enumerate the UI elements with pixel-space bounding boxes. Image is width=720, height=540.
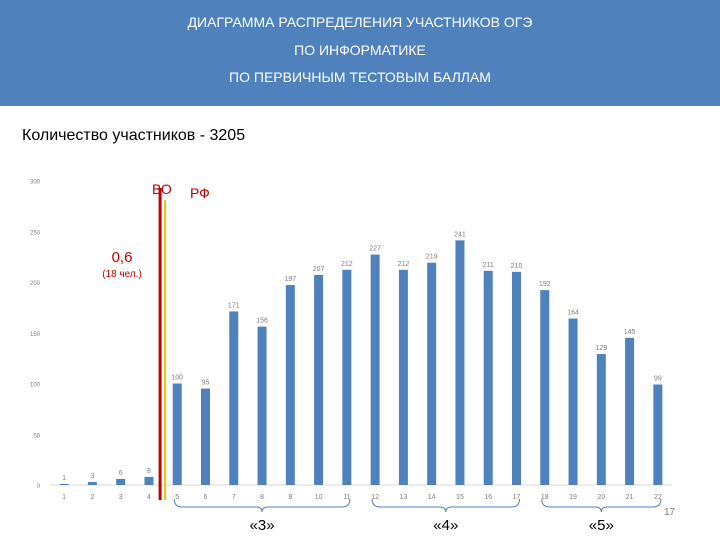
bar: [568, 318, 578, 485]
bar: [257, 326, 267, 485]
x-tick-label: 15: [456, 494, 464, 501]
grade-bracket: [173, 498, 351, 513]
bar-value-label: 197: [284, 276, 296, 283]
bar-value-label: 164: [567, 310, 579, 317]
y-tick-label: 300: [30, 180, 41, 186]
bar-value-label: 145: [624, 329, 636, 336]
bar: [512, 271, 521, 485]
bar: [229, 311, 239, 485]
title-line-3: ПО ПЕРВИЧНЫМ ТЕСТОВЫМ БАЛЛАМ: [229, 69, 491, 85]
x-tick-label: 9: [288, 494, 292, 501]
bar: [370, 254, 380, 485]
bar-value-label: 212: [398, 261, 410, 268]
bar-value-label: 156: [256, 318, 268, 325]
x-tick-label: 6: [204, 494, 208, 501]
bar-value-label: 211: [483, 262, 494, 269]
bar-value-label: 99: [654, 376, 662, 383]
y-tick-label: 100: [30, 383, 41, 389]
header-banner: ДИАГРАММА РАСПРЕДЕЛЕНИЯ УЧАСТНИКОВ ОГЭ П…: [0, 0, 720, 106]
bar-value-label: 207: [313, 266, 325, 273]
y-tick-label: 50: [33, 433, 40, 439]
rf-label: РФ: [190, 185, 210, 201]
y-tick-label: 200: [30, 281, 41, 287]
grade-bracket: [541, 498, 662, 513]
x-tick-label: 14: [428, 494, 436, 501]
bar: [87, 481, 97, 485]
bar: [455, 240, 465, 485]
y-tick-label: 250: [30, 230, 41, 236]
bar: [596, 354, 606, 485]
x-tick-label: 20: [597, 494, 605, 501]
bar-value-label: 1: [62, 475, 66, 482]
x-tick-label: 7: [232, 494, 236, 501]
bar: [172, 383, 182, 485]
x-tick-label: 21: [626, 494, 634, 501]
bar-value-label: 192: [539, 281, 551, 288]
bar: [540, 290, 550, 485]
bar-value-label: 171: [228, 302, 240, 309]
x-tick-label: 11: [343, 494, 350, 501]
x-tick-label: 1: [62, 494, 66, 501]
x-tick-label: 18: [541, 494, 549, 501]
bar: [314, 274, 324, 485]
x-tick-label: 5: [175, 494, 179, 501]
x-tick-label: 16: [484, 494, 492, 501]
x-tick-label: 22: [654, 494, 662, 501]
participants-count: Количество участников - 3205: [22, 127, 246, 144]
bar-value-label: 95: [202, 380, 210, 387]
bar-value-label: 129: [595, 345, 607, 352]
vo-label: ВО: [152, 181, 172, 197]
threshold-value-label: 0,6: [112, 249, 133, 266]
bar: [59, 483, 69, 485]
x-tick-label: 3: [119, 494, 123, 501]
grade-label: «3»: [250, 517, 275, 534]
bar: [483, 270, 493, 485]
y-tick-label: 0: [37, 484, 41, 490]
bar-value-label: 100: [171, 375, 183, 382]
bar: [144, 476, 154, 485]
grade-label: «5»: [589, 517, 614, 534]
bar: [116, 478, 126, 485]
x-tick-label: 17: [513, 494, 521, 501]
x-tick-label: 13: [400, 494, 408, 501]
x-tick-label: 2: [90, 494, 94, 501]
threshold-people-label: (18 чел.): [102, 269, 142, 280]
bar-value-label: 219: [426, 254, 438, 261]
grade-label: «4»: [433, 517, 458, 534]
bar-value-label: 227: [369, 246, 381, 253]
bar-value-label: 8: [147, 468, 151, 475]
bar-value-label: 3: [90, 473, 94, 480]
grade-bracket: [371, 498, 520, 513]
bar: [398, 269, 408, 485]
bar: [201, 388, 210, 485]
bar: [625, 337, 635, 485]
bar-value-label: 6: [119, 470, 123, 477]
bar: [342, 269, 352, 485]
x-tick-label: 10: [315, 494, 323, 501]
bar: [285, 285, 295, 485]
x-tick-label: 4: [147, 494, 151, 501]
title-line-1: ДИАГРАММА РАСПРЕДЕЛЕНИЯ УЧАСТНИКОВ ОГЭ: [187, 14, 533, 30]
title-line-2: ПО ИНФОРМАТИКЕ: [294, 42, 426, 58]
bar: [653, 384, 663, 485]
bar: [427, 262, 437, 485]
page-number: 17: [664, 507, 676, 518]
bar-value-label: 212: [341, 261, 353, 268]
y-tick-label: 150: [30, 332, 41, 338]
x-tick-label: 12: [371, 494, 379, 501]
x-tick-label: 8: [260, 494, 264, 501]
bar-value-label: 210: [511, 263, 523, 270]
bar-value-label: 241: [454, 231, 466, 238]
x-tick-label: 19: [569, 494, 577, 501]
